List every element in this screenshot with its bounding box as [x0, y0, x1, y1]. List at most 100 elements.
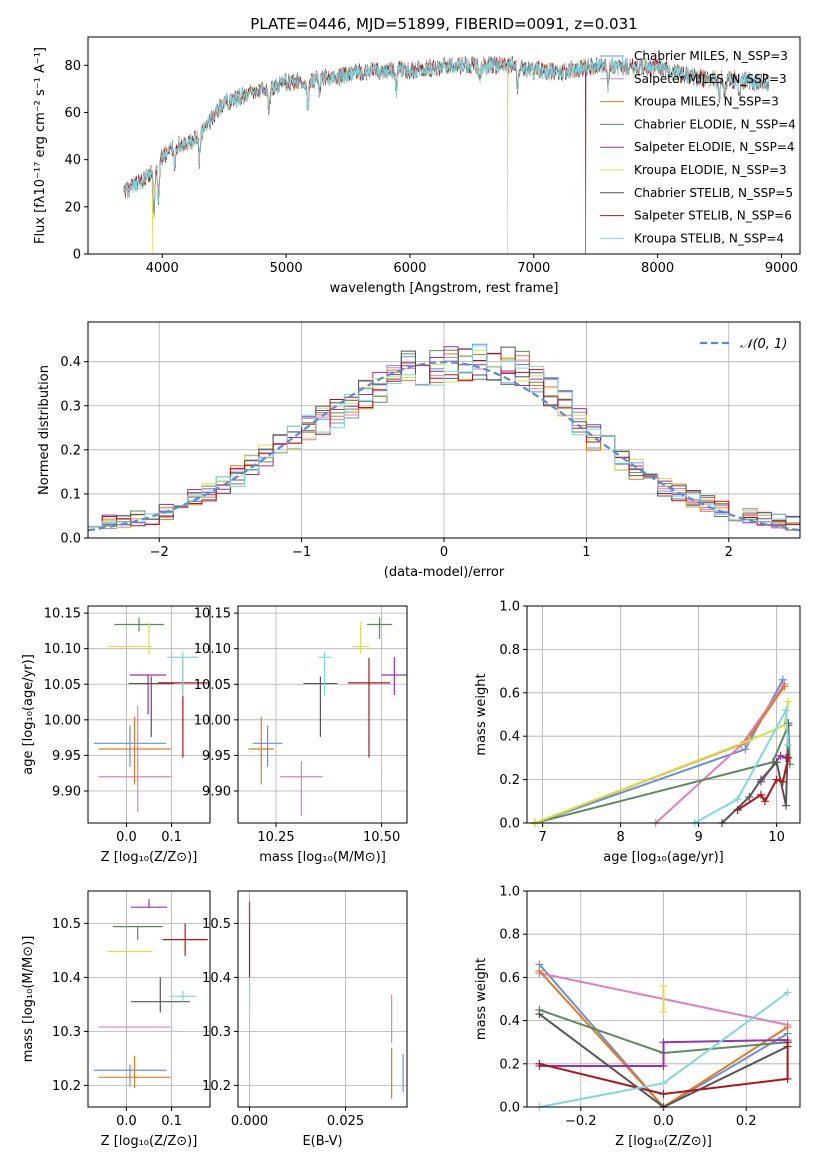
- mass-weight-line: [694, 706, 790, 824]
- y-tick-label: 10.5: [52, 917, 81, 932]
- y-tick-label: 9.90: [202, 784, 231, 799]
- mass-weight-marker: [733, 795, 742, 804]
- spectrum-panel: 4000 5000 6000 7000 8000 9000 0 20 40 60 80 Chabrie…: [33, 15, 801, 296]
- y-tick-label: 10.3: [52, 1025, 81, 1040]
- histogram-series: [87, 345, 801, 538]
- age_vs_Z-axes-frame: [87, 605, 211, 824]
- mass-weight-marker: [772, 758, 781, 767]
- y-tick-label: 80: [64, 59, 81, 74]
- x-axis-label: age [log₁₀(age/yr)]: [603, 850, 724, 865]
- x-tick-label: 8000: [641, 261, 674, 276]
- mass-weight-marker: [776, 751, 785, 760]
- x-tick-label: 0.025: [327, 1114, 364, 1129]
- x-tick-label: −0.2: [565, 1114, 597, 1129]
- y-tick-label: 10.5: [202, 917, 231, 932]
- mass-weight-marker: [757, 775, 765, 784]
- age_vs_Z-grid: [88, 606, 210, 823]
- x-tick-label: 0.0: [653, 1114, 674, 1129]
- spectrum-axes-frame: [87, 36, 801, 255]
- y-tick-label: 10.4: [52, 971, 81, 986]
- spectrum-series-line: [123, 56, 770, 254]
- mass-weight-marker: [659, 1038, 668, 1047]
- y-tick-label: 10.05: [44, 678, 81, 693]
- y-axis-label: Flux [fλ10⁻¹⁷ erg cm⁻² s⁻¹ A⁻¹]: [33, 47, 48, 244]
- y-tick-label: 10.00: [194, 713, 231, 728]
- mass-weight-line: [534, 685, 786, 824]
- error-bar-point: [130, 977, 190, 1013]
- x-tick-label: 0.2: [736, 1114, 757, 1129]
- x-tick-label: 0.1: [161, 1114, 182, 1129]
- y-tick-label: 0.2: [499, 773, 520, 788]
- error-bar-point: [114, 617, 164, 632]
- error-bar-point: [93, 725, 167, 767]
- error-bar-point: [128, 676, 174, 737]
- y-tick-label: 0.0: [499, 1101, 520, 1116]
- legend-entry: Chabrier MILES, N_SSP=3: [634, 49, 788, 63]
- mass-weight-marker: [781, 706, 790, 715]
- x-tick-label: 10.25: [257, 830, 294, 845]
- weight_vs_Z-panel: −0.2 0.0 0.2 0.0 0.2 0.4 0.6 0.8 1.0 Z [log₁₀(Z/Z…: [474, 885, 801, 1149]
- y-tick-label: 0.0: [60, 532, 81, 547]
- legend-entry: 𝒩(0, 1): [740, 337, 787, 352]
- y-tick-label: 9.95: [202, 749, 231, 764]
- y-tick-label: 10.00: [44, 713, 81, 728]
- residuals-panel: −2 −1 0 1 2 0.0 0.1 0.2 0.3 0.4 𝒩(0, 1) (data-model…: [37, 321, 801, 580]
- mass-weight-marker: [745, 792, 754, 801]
- y-tick-label: 0.0: [499, 817, 520, 832]
- y-tick-label: 0.8: [499, 643, 520, 658]
- error-bar-point: [162, 923, 208, 956]
- y-tick-label: 0.4: [499, 1014, 520, 1029]
- x-axis-label: Z [log₁₀(Z/Z⊙)]: [101, 1134, 198, 1149]
- mass-weight-marker: [535, 1059, 544, 1068]
- mass-weight-marker: [778, 777, 787, 786]
- error-bar-point: [248, 716, 274, 785]
- error-bar-point: [347, 657, 391, 758]
- error-bar-point: [318, 651, 331, 697]
- mass-weight-marker: [733, 805, 742, 814]
- x-tick-label: 2: [725, 545, 733, 560]
- y-axis-label: mass weight: [474, 958, 489, 1040]
- age_vs_mass-plot-area: [248, 617, 407, 816]
- y-tick-label: 10.3: [202, 1025, 231, 1040]
- y-tick-label: 0.4: [499, 730, 520, 745]
- y-tick-label: 0.1: [60, 487, 81, 502]
- x-tick-label: −2: [150, 545, 169, 560]
- mass-weight-marker: [783, 1074, 792, 1083]
- mass-weight-marker: [783, 1038, 792, 1047]
- mass-weight-marker: [745, 736, 754, 745]
- y-tick-label: 0.8: [499, 928, 520, 943]
- error-bar-point: [252, 725, 283, 767]
- x-axis-label: E(B-V): [302, 1134, 342, 1149]
- residuals-axes-frame: [87, 321, 801, 539]
- error-bar-point: [352, 621, 369, 654]
- spectrum-legend: Chabrier MILES, N_SSP=3 Salpeter MILES, N…: [600, 49, 796, 245]
- weight_vs_age-plot-area: [530, 675, 794, 827]
- error-bar-point: [169, 990, 197, 1002]
- y-tick-label: 10.4: [202, 971, 231, 986]
- mass-weight-marker: [784, 719, 793, 728]
- legend-entry: Salpeter STELIB, N_SSP=6: [634, 209, 792, 223]
- y-tick-label: 60: [64, 106, 81, 121]
- mass_vs_Z-panel: 0.0 0.1 10.2 10.3 10.4 10.5 Z [log₁₀(Z/Z⊙)] mas…: [21, 890, 211, 1149]
- spectrum-plot-area: Chabrier MILES, N_SSP=3 Salpeter MILES, N…: [123, 49, 796, 254]
- age_vs_mass-panel: 10.25 10.50 9.90 9.95 10.00 10.05 10.10 10.15 ma…: [194, 605, 408, 865]
- mass-weight-marker: [784, 753, 793, 762]
- y-tick-label: 10.10: [44, 642, 81, 657]
- y-tick-label: 1.0: [499, 885, 520, 900]
- x-tick-label: 0.0: [116, 830, 137, 845]
- y-tick-label: 0.6: [499, 686, 520, 701]
- error-bar-point: [167, 651, 199, 697]
- error-bar-point: [366, 617, 393, 639]
- mass-weight-marker: [783, 988, 792, 997]
- mass-weight-marker: [757, 790, 765, 799]
- mass-weight-marker: [659, 1079, 668, 1088]
- error-bar-point: [280, 761, 323, 816]
- weight_vs_age-axes-frame: [526, 605, 801, 824]
- mass-weight-line: [737, 757, 790, 811]
- mass-weight-marker: [783, 1023, 792, 1032]
- mass_vs_ebv-panel: 0.000 0.025 10.2 10.3 10.4 10.5 E(B-V): [202, 890, 408, 1149]
- x-tick-label: 6000: [393, 261, 426, 276]
- spectrum-series-line: [123, 56, 770, 215]
- mass-weight-marker: [659, 1061, 668, 1070]
